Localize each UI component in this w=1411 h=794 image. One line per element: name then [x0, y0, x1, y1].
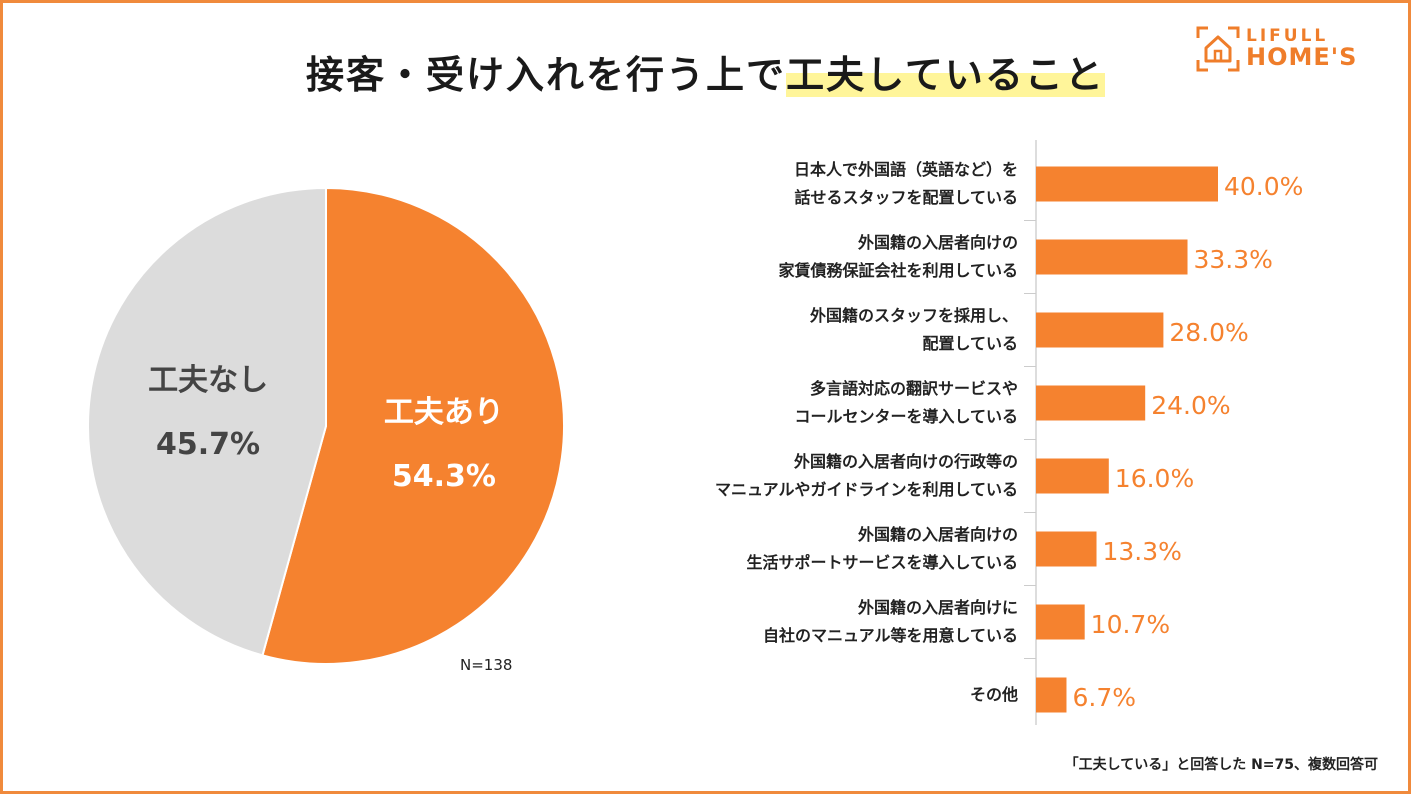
bar-category-label: 日本人で外国語（英語など）を 話せるスタッフを配置している [598, 156, 1018, 212]
bar-category-label-line: その他 [969, 685, 1018, 704]
bar-category-label: 外国籍の入居者向けに自社のマニュアル等を用意している [598, 594, 1018, 650]
logo-text-bottom: HOME'S [1246, 43, 1358, 71]
pie-slice-label: 工夫あり [384, 395, 504, 430]
title-container: 接客・受け入れを行う上で工夫していること [0, 44, 1411, 99]
bar-value-label: 24.0% [1151, 391, 1230, 420]
logo-text-top: LIFULL [1246, 26, 1329, 46]
bar [1036, 239, 1188, 275]
bar [1036, 385, 1146, 421]
bar-category-label: その他 [598, 681, 1018, 709]
bar [1036, 458, 1109, 494]
pie-slice-with-measures [261, 186, 565, 665]
pie-slice-value: 45.7% [156, 427, 260, 462]
pie-slice-value: 54.3% [392, 459, 496, 494]
bar-category-label-line: 外国籍の入居者向けに [857, 598, 1018, 617]
title-highlight: 工夫していること [786, 53, 1105, 97]
bar-category-label-line: 外国籍の入居者向けの [857, 525, 1018, 544]
bar-category-label-line: 生活サポートサービスを導入している [746, 553, 1018, 572]
bar [1036, 677, 1067, 713]
bar-value-label: 33.3% [1194, 245, 1273, 274]
bar-value-label: 16.0% [1115, 464, 1194, 493]
bar-category-label-line: コールセンターを導入している [794, 407, 1018, 426]
pie-slice-without-measures [87, 186, 327, 657]
chart-title: 接客・受け入れを行う上で工夫していること [306, 44, 1105, 99]
house-icon [1196, 26, 1240, 72]
bar-category-label-line: 外国籍のスタッフを採用し、 [809, 306, 1018, 325]
bar-category-label: 多言語対応の翻訳サービスやコールセンターを導入している [598, 375, 1018, 431]
bar [1036, 604, 1085, 640]
pie-slice-label: 工夫なし [148, 363, 268, 398]
bar-category-label-line: 家賃債務保証会社を利用している [778, 261, 1018, 280]
bar-category-label-line: 外国籍の入居者向けの行政等の [793, 452, 1018, 471]
title-main: 接客・受け入れを行う上で [306, 53, 787, 97]
bar-value-label: 28.0% [1169, 318, 1248, 347]
bar-category-label: 外国籍の入居者向けの行政等のマニュアルやガイドラインを利用している [598, 448, 1018, 504]
bar [1036, 531, 1097, 567]
bar-category-label-line: マニュアルやガイドラインを利用している [714, 480, 1018, 499]
bar-category-label-line: 日本人で外国語（英語など）を [793, 160, 1018, 179]
bar-category-label-line: 外国籍の入居者向けの [857, 233, 1018, 252]
bar-category-label: 外国籍のスタッフを採用し、配置している [598, 302, 1018, 358]
bar-value-label: 13.3% [1103, 537, 1182, 566]
bar-value-label: 40.0% [1224, 172, 1303, 201]
bar-category-label-line: 話せるスタッフを配置している [794, 188, 1018, 207]
bar-value-label: 10.7% [1091, 610, 1170, 639]
bar-category-label-line: 配置している [922, 334, 1018, 353]
bar [1036, 312, 1164, 348]
bar [1036, 166, 1218, 202]
bar-category-label: 外国籍の入居者向けの家賃債務保証会社を利用している [598, 229, 1018, 285]
bar-category-label-line: 多言語対応の翻訳サービスや [809, 379, 1018, 398]
bar-category-label: 外国籍の入居者向けの生活サポートサービスを導入している [598, 521, 1018, 577]
bar-footnote: 「工夫している」と回答した N=75、複数回答可 [1064, 757, 1378, 773]
bar-value-label: 6.7% [1072, 683, 1136, 712]
pie-sample-size: N=138 [460, 656, 513, 674]
lifull-homes-logo: LIFULL HOME'S [1196, 26, 1376, 74]
bar-category-label-line: 自社のマニュアル等を用意している [762, 626, 1018, 645]
